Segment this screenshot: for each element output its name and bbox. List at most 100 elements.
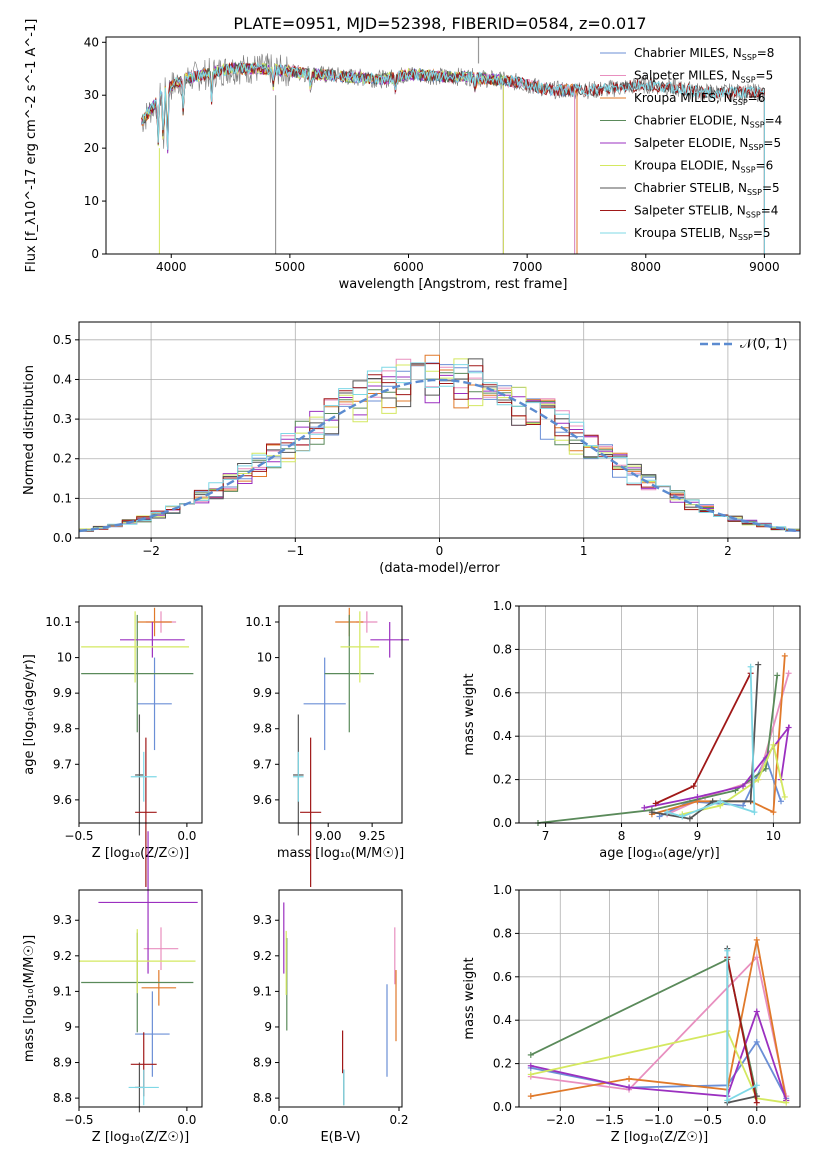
axes-frame (278, 889, 403, 1108)
y-tick-label: 10 (84, 194, 99, 208)
legend-text: Kroupa MILES, N (634, 91, 733, 105)
y-tick-label: 9.1 (53, 984, 72, 998)
legend-text: Salpeter ELODIE, N (634, 136, 748, 150)
y-tick-label: 0.2 (493, 1057, 512, 1071)
legend-label: Chabrier MILES, NSSP=8 (634, 46, 774, 62)
y-tick-label: 10.1 (45, 615, 72, 629)
y-tick-label: 9.1 (253, 984, 272, 998)
y-tick-label: 9.7 (253, 757, 272, 771)
legend-subscript: SSP (741, 166, 756, 175)
legend-text: Chabrier STELIB, N (634, 181, 747, 195)
y-tick-label: 0.4 (493, 1013, 512, 1027)
y-tick-label: 0.2 (53, 452, 72, 466)
legend-suffix: =4 (761, 204, 779, 218)
legend-label: Kroupa ELODIE, NSSP=6 (634, 159, 773, 175)
y-tick-label: 10 (57, 651, 72, 665)
legend-text: Salpeter MILES, N (634, 69, 741, 83)
y-tick-label: 9.6 (253, 793, 272, 807)
y-tick-label: 9 (264, 1020, 272, 1034)
y-tick-label: 0.1 (53, 491, 72, 505)
y-tick-label: 9.9 (253, 686, 272, 700)
y-tick-label: 9.6 (53, 793, 72, 807)
weight-line (530, 955, 788, 1097)
legend-subscript: SSP (738, 233, 753, 242)
model-line (141, 62, 576, 254)
age_vs_Z-panel: −0.5 0.0 9.6 9.7 9.8 9.9 10 10.1 Z [log₁₀(Z/Z☉)]… (22, 605, 203, 888)
y-tick-label: 0.6 (493, 970, 512, 984)
y-tick-label: 10.1 (245, 615, 272, 629)
x-tick-label: 9 (694, 829, 702, 843)
y-tick-label: 1.0 (493, 883, 512, 897)
legend-suffix: =8 (757, 46, 775, 60)
axes-frame (78, 605, 203, 824)
x-tick-label: −0.5 (64, 829, 93, 843)
y-tick-label: 9 (64, 1020, 72, 1034)
legend-text: Chabrier ELODIE, N (634, 114, 750, 128)
legend-text: Chabrier MILES, N (634, 46, 742, 60)
axes-frame (105, 36, 801, 255)
legend-text: Kroupa ELODIE, N (634, 159, 741, 173)
y-tick-label: 30 (84, 88, 99, 102)
y-tick-label: 0.4 (53, 372, 72, 386)
mass_vs_ebv-panel: 0.0 0.2 8.8 8.9 9 9.1 9.2 9.3 E(B-V) (253, 889, 409, 1145)
model-line (141, 62, 504, 254)
y-tick-label: 0.0 (493, 1100, 512, 1114)
axes-frame (278, 605, 403, 824)
x-tick-label: 9.25 (359, 829, 386, 843)
y-tick-label: 0.0 (53, 531, 72, 545)
axes-frame (78, 889, 203, 1108)
x-tick-label: 8000 (631, 260, 662, 274)
x-tick-label: 0.0 (269, 1113, 288, 1127)
legend-suffix: =5 (756, 69, 774, 83)
y-axis-label: mass weight (462, 957, 477, 1039)
x-tick-label: 7 (542, 829, 550, 843)
y-tick-label: 10 (257, 651, 272, 665)
legend-subscript: SSP (741, 76, 756, 85)
x-tick-label: 0.0 (177, 829, 196, 843)
y-tick-label: 8.9 (253, 1056, 272, 1070)
legend-label: 𝒩(0, 1) (740, 337, 787, 352)
legend-subscript: SSP (733, 98, 748, 107)
legend-suffix: =5 (762, 181, 780, 195)
x-tick-label: 9.00 (315, 829, 342, 843)
spectrum-lines (141, 37, 765, 254)
model-line (141, 63, 576, 254)
weight-line (726, 957, 758, 1103)
weight_vs_age-panel: 7 8 9 10 0.0 0.2 0.4 0.6 0.8 1.0 age [log₁₀(age/yr… (462, 599, 801, 861)
x-tick-label: −1.5 (595, 1113, 624, 1127)
y-tick-label: 0.8 (493, 642, 512, 656)
axes-frame (518, 605, 801, 824)
x-tick-label: 5000 (275, 260, 306, 274)
y-tick-label: 0.4 (493, 729, 512, 743)
y-tick-label: 9.8 (253, 722, 272, 736)
x-axis-label: E(B-V) (320, 1130, 360, 1145)
legend-suffix: =6 (756, 159, 774, 173)
residual-histogram (79, 362, 800, 532)
y-tick-label: 9.8 (53, 722, 72, 736)
residual-histogram (79, 362, 800, 532)
y-axis-label: mass weight (462, 673, 477, 755)
mass_vs_Z-panel: −0.5 0.0 8.8 8.9 9 9.1 9.2 9.3 Z [log₁₀(Z/Z☉)] ma… (22, 831, 203, 1145)
y-tick-label: 0.3 (53, 412, 72, 426)
legend-subscript: SSP (748, 143, 763, 152)
legend-suffix: =6 (748, 91, 766, 105)
x-tick-label: −1 (286, 544, 304, 558)
x-axis-label: wavelength [Angstrom, rest frame] (339, 277, 568, 292)
model-line (141, 62, 504, 254)
legend-label: Kroupa STELIB, NSSP=5 (634, 226, 771, 242)
legend-subscript: SSP (746, 211, 761, 220)
x-axis-label: Z [log₁₀(Z/Z☉)] (92, 1130, 189, 1145)
x-tick-label: 4000 (156, 260, 187, 274)
x-tick-label: 8 (618, 829, 626, 843)
weight-line (530, 1029, 787, 1104)
x-tick-label: 2 (724, 544, 732, 558)
x-tick-label: −0.5 (693, 1113, 722, 1127)
y-tick-label: 9.2 (253, 949, 272, 963)
model-line (141, 61, 504, 254)
y-tick-label: 0.8 (493, 926, 512, 940)
y-axis-label: age [log₁₀(age/yr)] (22, 654, 37, 775)
figure-title: PLATE=0951, MJD=52398, FIBERID=0584, z=0… (233, 14, 646, 33)
y-tick-label: 9.3 (53, 913, 72, 927)
x-tick-label: −2 (142, 544, 160, 558)
model-line (141, 61, 765, 254)
